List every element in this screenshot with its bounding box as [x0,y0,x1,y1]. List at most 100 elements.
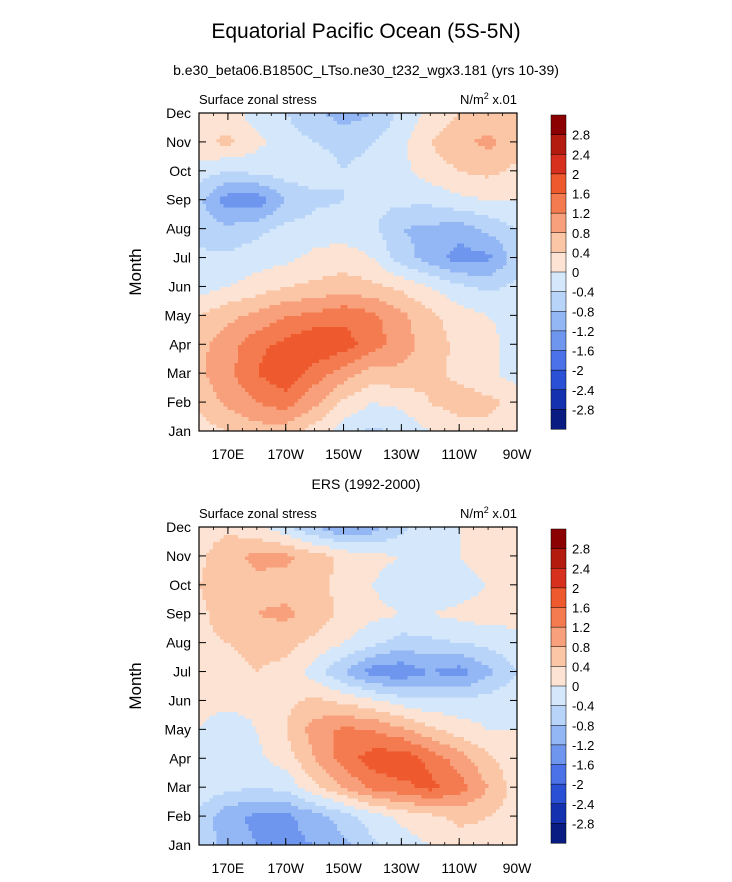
colorbar-label: 2.8 [572,128,590,143]
colorbar-swatch [550,783,567,805]
colorbar-swatch [550,803,567,824]
y-tick-label: Dec [166,519,191,535]
x-tick-label: 110W [441,446,477,462]
colorbar-swatch [550,744,567,766]
x-tick-label: 150W [325,860,362,876]
colorbar-swatch [550,291,567,312]
y-tick-label: Oct [169,577,191,593]
colorbar-swatch [550,330,567,352]
colorbar-label: -2.4 [572,797,594,812]
colorbar-label: 2.4 [572,147,590,162]
x-tick-label: 130W [383,446,420,462]
panel-1: Jan Feb Mar Apr May Jun Jul Aug Sep Oct Nov Dec 170E… [126,91,594,462]
y-tick-label: Mar [167,365,191,381]
colorbar-swatch [550,705,567,726]
colorbar-label: -0.4 [572,699,594,714]
x-tick-label: 170W [267,860,304,876]
colorbar-label: -2.8 [572,816,594,831]
colorbar-swatch [550,311,567,332]
y-tick-label: Jul [173,250,191,266]
y-tick-label: Aug [166,635,191,651]
y-tick-label: Jun [168,692,191,708]
colorbar-swatch [550,587,567,609]
y-tick-label: May [165,307,191,323]
colorbar-swatch [550,193,567,214]
colorbar-swatch [550,134,567,155]
colorbar-swatch [550,369,567,391]
colorbar-swatch [550,725,567,746]
colorbar-swatch [550,154,567,175]
colorbar-label: 0 [572,679,579,694]
colorbar-label: -2.8 [572,402,594,417]
contour-field [199,527,518,846]
colorbar-label: 1.2 [572,620,590,635]
colorbar-label: -2 [572,363,584,378]
y-tick-label: Jun [168,278,191,294]
colorbar-swatch [550,823,567,844]
colorbar-swatch [550,528,567,550]
colorbar-label: 0.4 [572,245,590,260]
panel-2: Jan Feb Mar Apr May Jun Jul Aug Sep Oct Nov Dec 170E… [126,505,594,876]
x-tick-label: 150W [325,446,362,462]
colorbar-swatch [550,646,567,667]
y-tick-label: Mar [167,779,191,795]
x-tick-label: 170W [267,446,304,462]
colorbar-label: 0.8 [572,226,590,241]
colorbar-label: -2.4 [572,383,594,398]
colorbar: 2.8 2.4 2 1.6 1.2 0.8 0.4 0 -0.4 -0.8 -1.2 -1.6 -2 -2… [550,528,594,844]
panel-title-ers: ERS (1992-2000) [311,476,421,492]
x-tick-label: 170E [212,860,245,876]
y-tick-label: Apr [169,336,191,352]
y-tick-label: Jul [173,664,191,680]
colorbar-swatch [550,548,567,569]
y-tick-label: Dec [166,105,191,121]
units-label: N/m2 x.01 [460,91,517,107]
colorbar-swatch [550,685,567,707]
y-tick-label: Jan [168,837,191,853]
colorbar-label: 1.6 [572,187,590,202]
y-tick-label: Sep [166,606,191,622]
y-tick-label: Aug [166,221,191,237]
y-axis-label: Month [126,248,145,295]
colorbar-label: 1.2 [572,206,590,221]
colorbar-label: -0.4 [572,285,594,300]
colorbar-label: 0.4 [572,659,590,674]
colorbar-label: 2.4 [572,561,590,576]
y-tick-label: Jan [168,423,191,439]
colorbar-label: -1.6 [572,758,594,773]
units-label: N/m2 x.01 [460,505,517,521]
colorbar-label: -0.8 [572,718,594,733]
y-tick-label: Feb [167,808,191,824]
colorbar-swatch [550,626,567,648]
contour-field [199,113,518,432]
colorbar-label: 2 [572,581,579,596]
colorbar-label: 1.6 [572,601,590,616]
figure-subtitle: b.e30_beta06.B1850C_LTso.ne30_t232_wgx3.… [173,62,559,78]
colorbar: 2.8 2.4 2 1.6 1.2 0.8 0.4 0 -0.4 -0.8 -1.2 -1.6 -2 -2… [550,114,594,430]
left-string: Surface zonal stress [199,506,317,521]
colorbar-label: 0 [572,265,579,280]
y-tick-label: Feb [167,394,191,410]
y-tick-label: Nov [166,134,191,150]
left-string: Surface zonal stress [199,92,317,107]
y-axis-label: Month [126,662,145,709]
colorbar-swatch [550,114,567,136]
x-tick-label: 110W [441,860,477,876]
colorbar-swatch [550,212,567,234]
y-tick-label: Apr [169,750,191,766]
colorbar-swatch [550,568,567,589]
colorbar-label: -1.2 [572,324,594,339]
y-tick-label: May [165,721,191,737]
colorbar-swatch [550,252,567,273]
colorbar-swatch [550,350,567,371]
y-tick-label: Sep [166,192,191,208]
colorbar-label: -1.6 [572,344,594,359]
colorbar-label: -0.8 [572,304,594,319]
y-tick-label: Oct [169,163,191,179]
colorbar-label: -2 [572,777,584,792]
colorbar-swatch [550,173,567,195]
colorbar-swatch [550,409,567,430]
colorbar-swatch [550,232,567,253]
colorbar-label: 2.8 [572,542,590,557]
